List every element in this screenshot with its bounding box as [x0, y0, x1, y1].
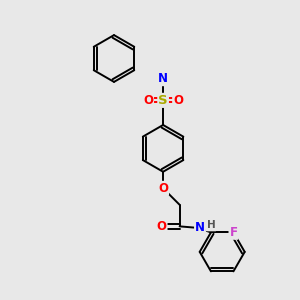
Text: N: N	[195, 221, 205, 234]
Text: O: O	[157, 220, 166, 233]
Text: S: S	[158, 94, 168, 107]
Text: O: O	[173, 94, 183, 107]
Text: O: O	[143, 94, 153, 107]
Text: H: H	[207, 220, 215, 230]
Text: O: O	[158, 182, 168, 195]
Text: N: N	[158, 72, 168, 85]
Text: F: F	[230, 226, 237, 239]
